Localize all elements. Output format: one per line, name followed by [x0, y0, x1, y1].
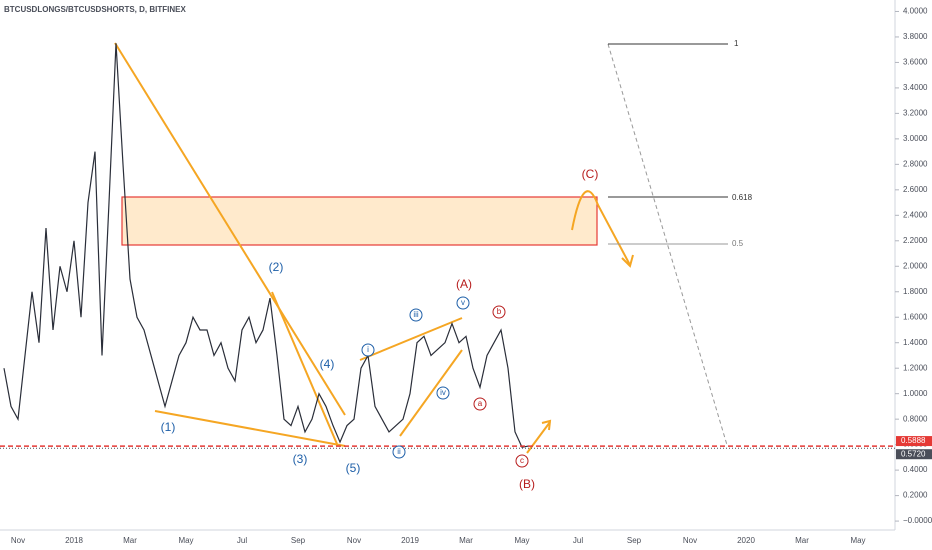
- y-tick-label: −0.0000: [903, 516, 932, 525]
- y-tick-label: 1.4000: [903, 338, 928, 347]
- x-tick-label: May: [850, 536, 865, 545]
- annotation-circle: [473, 397, 487, 411]
- x-tick-label: May: [514, 536, 529, 545]
- y-tick-label: 2.6000: [903, 185, 928, 194]
- annotation: ii: [397, 447, 401, 456]
- annotation-circle: [361, 343, 375, 357]
- y-tick-label: 3.8000: [903, 32, 928, 41]
- annotation-circle: [392, 445, 406, 459]
- y-tick-label: 3.0000: [903, 134, 928, 143]
- y-tick-label: 0.8000: [903, 414, 928, 423]
- price-line: [3, 43, 530, 448]
- annotation: 0.618: [732, 193, 753, 202]
- x-tick-label: Jul: [237, 536, 247, 545]
- trend-line: [154, 410, 346, 447]
- annotation: c: [520, 456, 524, 465]
- annotation: (A): [456, 277, 472, 291]
- annotation: (B): [519, 477, 535, 491]
- x-tick-label: 2020: [737, 536, 755, 545]
- x-tick-label: Nov: [347, 536, 361, 545]
- annotation-circle: [515, 454, 529, 468]
- x-tick-label: Jul: [573, 536, 583, 545]
- annotation: (5): [346, 461, 361, 475]
- zone-box: [121, 196, 598, 246]
- annotation: (2): [269, 260, 284, 274]
- x-tick-label: Mar: [123, 536, 137, 545]
- x-tick-label: Nov: [11, 536, 25, 545]
- y-tick-label: 0.4000: [903, 465, 928, 474]
- y-tick-label: 2.8000: [903, 159, 928, 168]
- annotation: (1): [161, 420, 176, 434]
- x-tick-label: Sep: [627, 536, 642, 545]
- y-tick-label: 1.2000: [903, 363, 928, 372]
- arrow-head: [541, 419, 552, 431]
- y-tick-label: 3.6000: [903, 58, 928, 67]
- y-tick-label: 0.2000: [903, 491, 928, 500]
- x-tick-label: May: [178, 536, 193, 545]
- annotation: iii: [413, 310, 419, 319]
- x-tick-label: Nov: [683, 536, 697, 545]
- y-tick-label: 3.2000: [903, 108, 928, 117]
- y-tick-label: 2.0000: [903, 261, 928, 270]
- x-tick-label: Mar: [795, 536, 809, 545]
- y-tick-label: 3.4000: [903, 83, 928, 92]
- annotation-circle: [436, 386, 450, 400]
- trend-line: [271, 291, 338, 445]
- x-tick-label: Mar: [459, 536, 473, 545]
- annotation: v: [461, 298, 465, 307]
- annotation: b: [497, 307, 502, 316]
- annotation-circle: [492, 305, 506, 319]
- y-tick-label: 4.0000: [903, 7, 928, 16]
- x-tick-label: 2018: [65, 536, 83, 545]
- y-tick-label: 1.6000: [903, 312, 928, 321]
- annotation: 0.5: [732, 239, 744, 248]
- projection-arrow: [526, 421, 551, 454]
- annotation: (3): [293, 452, 308, 466]
- chart-title: BTCUSDLONGS/BTCUSDSHORTS, D, BITFINEX: [4, 5, 186, 14]
- arrow-head: [621, 254, 634, 268]
- annotation: i: [367, 345, 369, 354]
- price-badge: [896, 449, 932, 460]
- trend-line: [399, 349, 463, 437]
- price-badge: [896, 436, 932, 447]
- annotation: (4): [320, 357, 335, 371]
- annotation-circle: [456, 296, 470, 310]
- annotation: a: [478, 399, 483, 408]
- y-tick-label: 1.8000: [903, 287, 928, 296]
- x-tick-label: 2019: [401, 536, 419, 545]
- annotation: 1: [734, 39, 739, 48]
- y-tick-label: 2.4000: [903, 210, 928, 219]
- price-badge-label: 0.5720: [901, 449, 926, 458]
- annotation-circle: [409, 308, 423, 322]
- trend-line: [359, 317, 463, 361]
- annotation: iv: [440, 388, 446, 397]
- y-tick-label: 2.2000: [903, 236, 928, 245]
- annotation: (C): [582, 167, 599, 181]
- wave-lines: [114, 42, 634, 454]
- x-tick-label: Sep: [291, 536, 306, 545]
- price-badge-label: 0.5888: [901, 436, 926, 445]
- projection-arrow: [571, 190, 631, 266]
- y-tick-label: 1.0000: [903, 389, 928, 398]
- trend-line: [114, 42, 346, 416]
